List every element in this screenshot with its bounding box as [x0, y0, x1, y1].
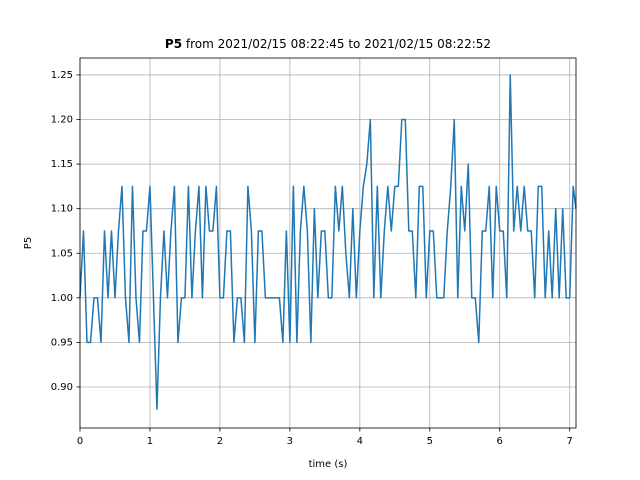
x-tick-label: 5 [427, 436, 433, 447]
y-tick-label: 0.90 [51, 382, 73, 393]
y-tick-label: 1.20 [51, 115, 73, 126]
x-tick-label: 3 [287, 436, 293, 447]
y-tick-label: 1.15 [51, 159, 73, 170]
chart-title: P5 from 2021/02/15 08:22:45 to 2021/02/1… [165, 37, 491, 51]
x-tick-label: 1 [147, 436, 153, 447]
title-text: from 2021/02/15 08:22:45 to 2021/02/15 0… [186, 37, 491, 51]
x-tick-label: 2 [217, 436, 223, 447]
title-bold: P5 [165, 37, 182, 51]
plot-frame [79, 57, 577, 429]
y-axis-label: P5 [23, 237, 34, 249]
y-tick-label: 1.10 [51, 204, 73, 215]
x-tick-label: 7 [567, 436, 573, 447]
x-axis-label: time (s) [309, 459, 348, 470]
y-tick-label: 1.25 [51, 70, 73, 81]
x-tick-label: 0 [77, 436, 83, 447]
x-tick-label: 4 [357, 436, 363, 447]
x-tick-label: 6 [497, 436, 503, 447]
y-tick-label: 0.95 [51, 337, 73, 348]
data-line [79, 74, 577, 411]
y-tick-label: 1.00 [51, 293, 73, 304]
y-tick-label: 1.05 [51, 248, 73, 259]
